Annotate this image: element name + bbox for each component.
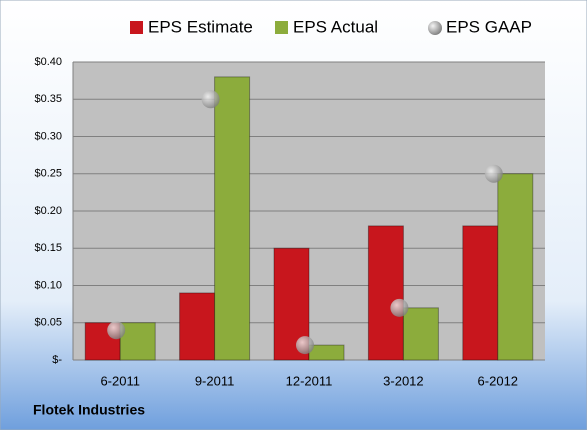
- y-tick-label: $-: [52, 354, 62, 366]
- legend-label: EPS GAAP: [446, 17, 532, 36]
- y-tick-label: $0.30: [34, 130, 62, 142]
- bar: [308, 344, 345, 361]
- y-tick-label: $0.40: [34, 56, 62, 68]
- y-tick-label: $0.15: [34, 242, 62, 254]
- legend-marker: [428, 21, 442, 35]
- bar: [402, 307, 439, 361]
- y-tick-label: $0.10: [34, 279, 62, 291]
- x-tick-label: 3-2012: [383, 373, 423, 388]
- bar: [214, 76, 251, 361]
- marker: [484, 164, 503, 183]
- legend-marker: [130, 21, 143, 34]
- x-tick-label: 9-2011: [195, 373, 235, 388]
- y-tick-label: $0.35: [34, 93, 62, 105]
- marker: [296, 336, 314, 355]
- legend-label: EPS Estimate: [148, 17, 253, 36]
- bar: [119, 322, 156, 361]
- marker: [390, 298, 409, 317]
- legend-label: EPS Actual: [293, 17, 378, 36]
- footer: Flotek Industries: [33, 402, 145, 418]
- marker: [107, 321, 126, 340]
- y-tick-label: $0.25: [34, 168, 62, 180]
- legend-marker: [275, 21, 288, 34]
- bar: [367, 225, 404, 361]
- bar: [179, 292, 216, 361]
- y-tick-label: $0.05: [34, 317, 62, 329]
- marker: [201, 90, 220, 109]
- x-tick-label: 6-2012: [478, 373, 518, 388]
- y-tick-label: $0.20: [34, 205, 62, 217]
- bar: [497, 173, 534, 361]
- x-tick-label: 12-2011: [286, 373, 333, 388]
- bar: [462, 225, 499, 361]
- x-tick-label: 6-2011: [100, 373, 140, 388]
